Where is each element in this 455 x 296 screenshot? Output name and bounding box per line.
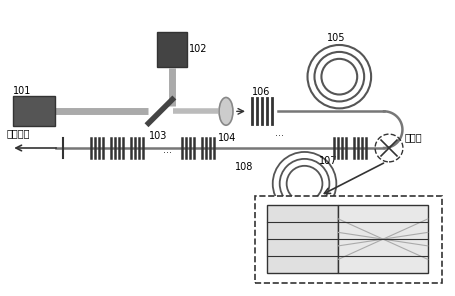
Bar xyxy=(13,96,55,126)
Text: 熔接点: 熔接点 xyxy=(404,132,422,142)
Text: 107: 107 xyxy=(319,156,337,166)
Text: 激光输出: 激光输出 xyxy=(6,128,30,138)
Text: 108: 108 xyxy=(234,162,253,172)
Text: ...: ... xyxy=(274,128,283,138)
Text: 103: 103 xyxy=(148,131,167,141)
Bar xyxy=(254,196,441,283)
Text: 104: 104 xyxy=(217,133,236,143)
Bar xyxy=(157,32,187,67)
Bar xyxy=(266,205,338,273)
Text: 101: 101 xyxy=(13,86,31,96)
Ellipse shape xyxy=(218,97,233,125)
Text: 102: 102 xyxy=(189,44,207,54)
Text: 105: 105 xyxy=(327,33,345,43)
Bar xyxy=(338,205,427,273)
Text: 106: 106 xyxy=(251,88,270,97)
Text: ...: ... xyxy=(163,145,172,155)
